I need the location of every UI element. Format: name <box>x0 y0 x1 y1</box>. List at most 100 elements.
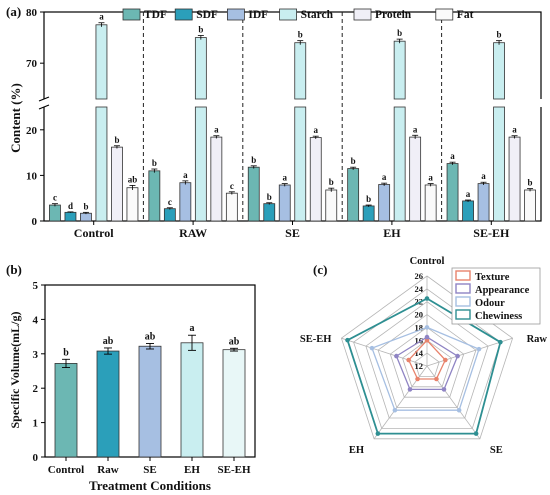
panel-c-axis-label: Control <box>410 256 445 267</box>
panel-b-bar <box>222 349 246 458</box>
panel-c-legend-swatch <box>455 270 471 281</box>
panel-c-series-point <box>392 407 398 413</box>
panel-a-significance-letter: a <box>413 124 418 134</box>
panel-a-bar <box>393 40 406 100</box>
panel-b-bar <box>180 342 204 458</box>
panel-c-series-point <box>345 337 350 343</box>
panel-a-break-mark <box>38 96 50 102</box>
panel-c-series-line <box>346 297 502 435</box>
panel-a-bar <box>362 205 375 222</box>
panel-a-significance-letter: c <box>230 181 234 191</box>
panel-a-bar <box>194 106 207 222</box>
panel-a-x-tick-label: Control <box>74 226 114 240</box>
panel-c-series-point <box>434 376 439 382</box>
panel-c-legend-label: Texture <box>475 272 510 283</box>
panel-b-x-tick-label: SE-EH <box>217 464 250 476</box>
panel-c-radial-tick-label: 24 <box>415 284 424 294</box>
panel-c-grid-ring <box>340 275 514 440</box>
panel-b-y-tick-label: 0 <box>33 452 39 464</box>
panel-a-bar <box>80 212 92 222</box>
panel-a-bar <box>278 184 291 222</box>
panel-a-y-tick-label: 80 <box>26 7 38 19</box>
panel-a-significance-letter: a <box>214 125 219 135</box>
panel-a-significance-letter: a <box>183 170 188 180</box>
panel-c-spoke <box>426 365 481 440</box>
panel-a-ylabel: Content (%) <box>8 83 23 153</box>
panel-a-significance-letter: ab <box>128 174 138 184</box>
panel-a-bar <box>194 37 207 100</box>
panel-a-legend-label: Starch <box>301 9 334 21</box>
panel-b-xlabel: Treatment Conditions <box>89 478 211 493</box>
panel-a-bar <box>148 170 161 222</box>
panel-a-bar <box>524 189 536 222</box>
panel-c-axis-label: SE-EH <box>300 334 332 345</box>
panel-a-y-tick-label: 10 <box>26 170 38 182</box>
panel-a-legend-label: IDF <box>248 9 268 21</box>
panel-b-significance-letter: ab <box>229 336 240 347</box>
panel-c-grid-ring <box>365 301 489 419</box>
panel-c-grid-ring <box>402 339 452 388</box>
panel-a-significance-letter: b <box>152 158 157 168</box>
panel-a-significance-letter: b <box>298 30 303 40</box>
panel-a-bar <box>95 106 108 222</box>
panel-c-series-point <box>394 353 399 359</box>
panel-c-grid-ring <box>414 352 440 377</box>
panel-c-label: (c) <box>313 262 327 277</box>
panel-c-series-point <box>406 357 411 363</box>
panel-a-label: (a) <box>6 4 21 19</box>
panel-a-legend-swatch <box>353 8 372 21</box>
panel-a-significance-letter: b <box>83 201 88 211</box>
panel-c-series-point <box>415 376 420 382</box>
panel-a-x-tick-label: EH <box>383 226 401 240</box>
panel-c-radial-tick-label: 20 <box>415 310 424 320</box>
panel-a-axis-break-gap <box>38 99 547 107</box>
panel-c-axis-label: EH <box>349 445 364 456</box>
panel-b-significance-letter: ab <box>103 336 114 347</box>
panel-a-significance-letter: a <box>382 172 387 182</box>
panel-a-bar <box>263 203 276 222</box>
panel-c-series-point <box>455 353 460 359</box>
panel-b-bar <box>138 345 162 458</box>
panel-a-bar <box>179 182 192 222</box>
panel-c-radial-tick-label: 16 <box>415 335 424 345</box>
panel-c-axis-label: SE <box>490 445 503 456</box>
panel-a-legend-swatch <box>122 8 141 21</box>
panel-c-spoke <box>341 337 428 367</box>
panel-a-bar <box>126 187 139 222</box>
panel-a-bar <box>493 106 505 222</box>
panel-a-significance-letter: b <box>351 156 356 166</box>
panel-a-legend-swatch <box>174 8 193 21</box>
panel-b-x-tick-label: SE <box>143 464 156 476</box>
panel-a-significance-letter: a <box>450 151 455 161</box>
panel-a-significance-letter: a <box>99 12 104 22</box>
panel-a-bar <box>294 106 307 222</box>
panel-a-legend-label: TDF <box>144 9 167 21</box>
panel-c-axis-label: Raw <box>527 334 548 345</box>
panel-c-legend-label: Appearance <box>475 285 530 296</box>
panel-a-significance-letter: c <box>168 197 172 207</box>
panel-b-bar <box>96 350 120 458</box>
panel-c-radial-tick-label: 12 <box>415 361 424 371</box>
panel-a-significance-letter: b <box>397 28 402 38</box>
panel-a-significance-letter: d <box>68 201 73 211</box>
panel-a-bar <box>477 183 490 222</box>
panel-a-significance-letter: a <box>314 125 319 135</box>
panel-c-series-point <box>369 345 375 351</box>
panel-a-x-tick-label: RAW <box>179 226 207 240</box>
panel-a-bar <box>446 163 459 222</box>
panel-c-series-point <box>498 339 503 345</box>
panel-a-legend-swatch <box>279 8 298 21</box>
panel-b-ylabel: Specific Volume(mL/g) <box>8 312 22 429</box>
panel-a-bar <box>210 136 223 222</box>
panel-c-radial-tick-label: 18 <box>415 322 424 332</box>
panel-c-radial-tick-label: 14 <box>415 348 424 358</box>
panel-a-significance-letter: c <box>53 193 57 203</box>
panel-a-legend-label: Protein <box>375 9 412 21</box>
panel-a-significance-letter: b <box>251 155 256 165</box>
panel-b-specific-volume-chart: (b) Specific Volume(mL/g) Treatment Cond… <box>6 262 256 493</box>
panel-a-y-tick-label: 70 <box>26 58 38 70</box>
panel-c-legend-label: Odour <box>475 298 505 309</box>
panel-c-legend-swatch <box>455 296 471 307</box>
panel-b-significance-letter: ab <box>145 331 156 342</box>
